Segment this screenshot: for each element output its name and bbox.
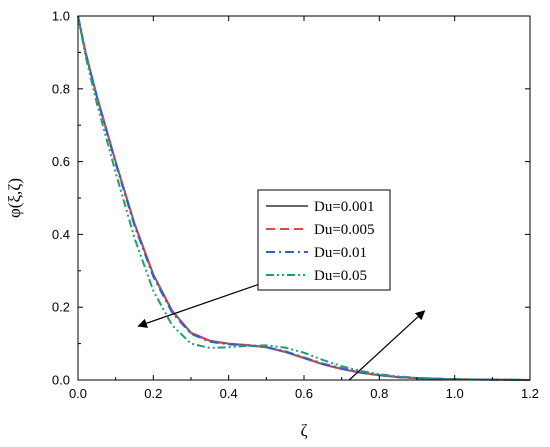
- legend-label: Du=0.005: [314, 222, 375, 238]
- x-tick-label: 0.4: [220, 386, 238, 401]
- series-layer: [77, 15, 531, 381]
- axes-layer: 0.0 0.2 0.4 0.6 0.8 1.0 1.2 0.0 0.2 0.4 0.6 0.8 1.0: [52, 9, 539, 402]
- annotation-arrow-2: [348, 310, 426, 381]
- y-tick-label: 1.0: [52, 9, 70, 24]
- annotation-layer: [137, 281, 426, 381]
- y-tick-label: 0.6: [52, 154, 70, 169]
- legend-label: Du=0.01: [314, 245, 367, 261]
- x-tick-label: 0.8: [370, 386, 388, 401]
- series-line-4: [77, 15, 531, 381]
- x-axis-title: ζ: [300, 421, 307, 440]
- legend: Du=0.001 Du=0.005 Du=0.01 Du=0.05: [257, 189, 391, 291]
- y-tick-label: 0.0: [52, 373, 70, 388]
- x-tick-label: 1.2: [521, 386, 539, 401]
- legend-label: Du=0.001: [314, 199, 375, 215]
- x-tick-label: 1.0: [446, 386, 464, 401]
- annotation-arrow-1: [137, 281, 267, 328]
- y-axis-title: φ(ξ,ζ): [5, 178, 24, 218]
- y-tick-label: 0.4: [52, 227, 70, 242]
- legend-label: Du=0.05: [314, 268, 367, 284]
- y-tick-label: 0.2: [52, 300, 70, 315]
- x-tick-label: 0.0: [69, 386, 87, 401]
- x-tick-label: 0.2: [144, 386, 162, 401]
- x-tick-label: 0.6: [295, 386, 313, 401]
- y-tick-label: 0.8: [52, 81, 70, 96]
